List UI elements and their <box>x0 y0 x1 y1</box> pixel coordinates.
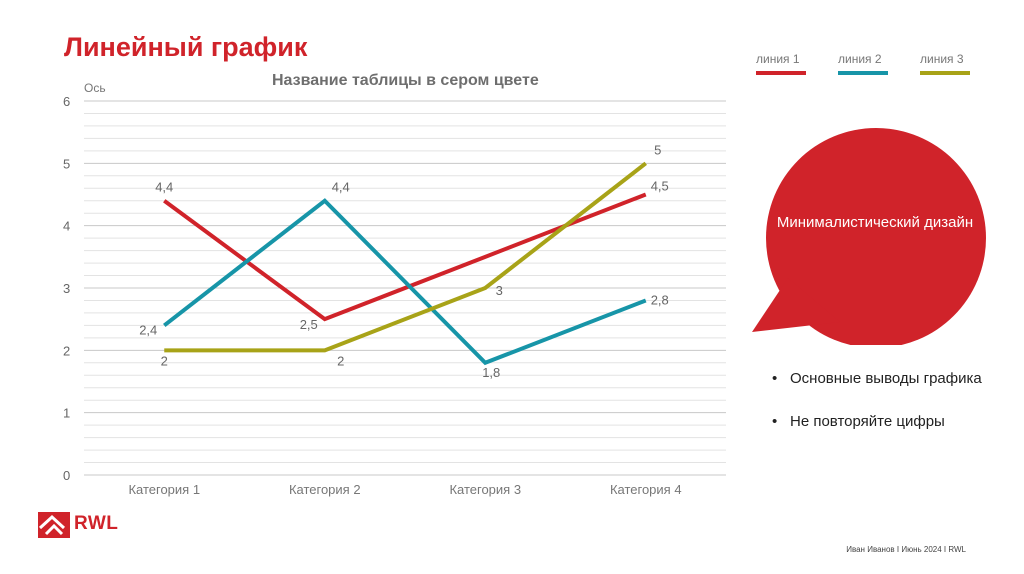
y-axis-label: Ось <box>84 81 106 95</box>
data-label: 5 <box>654 142 661 157</box>
y-tick-label: 3 <box>63 281 70 296</box>
x-tick-label: Категория 1 <box>128 482 200 497</box>
legend-item-2: линия 2 <box>838 52 888 75</box>
legend-label: линия 3 <box>920 52 964 66</box>
data-label: 2,5 <box>300 317 318 332</box>
speech-bubble-tail <box>752 278 840 332</box>
y-tick-label: 0 <box>63 468 70 483</box>
legend-label: линия 1 <box>756 52 800 66</box>
y-tick-label: 2 <box>63 343 70 358</box>
key-point: • Основные выводы графика <box>768 368 1008 389</box>
speech-bubble-body <box>766 128 986 345</box>
y-tick-label: 5 <box>63 156 70 171</box>
y-tick-label: 6 <box>63 94 70 109</box>
data-label: 2 <box>337 353 344 368</box>
key-point: • Не повторяйте цифры <box>768 411 1008 432</box>
legend-label: линия 2 <box>838 52 882 66</box>
legend-swatch <box>920 71 970 75</box>
data-label: 4,5 <box>651 179 669 194</box>
key-point-text: Основные выводы графика <box>790 370 982 387</box>
series-line-2 <box>163 198 647 366</box>
data-label: 2 <box>161 353 168 368</box>
key-point-text: Не повторяйте цифры <box>790 413 945 430</box>
rwl-logo: RWL <box>38 510 118 538</box>
x-tick-label: Категория 3 <box>449 482 521 497</box>
legend-item-1: линия 1 <box>756 52 806 75</box>
data-label: 2,4 <box>139 322 157 337</box>
data-label: 4,4 <box>332 180 350 195</box>
chart-title: Название таблицы в сером цвете <box>272 72 539 89</box>
x-tick-label: Категория 2 <box>289 482 361 497</box>
slide-title: Линейный график <box>64 32 308 62</box>
speech-bubble <box>752 128 986 345</box>
bullet-icon: • <box>772 413 778 430</box>
x-tick-label: Категория 4 <box>610 482 682 497</box>
chart-legend: линия 1 линия 2 линия 3 <box>756 52 970 75</box>
line-chart: 0 1 2 3 4 5 6 Ось Категория 1 Категория 2 Категори… <box>63 81 726 497</box>
legend-item-3: линия 3 <box>920 52 970 75</box>
bullet-icon: • <box>772 370 778 387</box>
logo-text: RWL <box>74 513 119 534</box>
data-label: 2,8 <box>651 292 669 307</box>
legend-swatch <box>838 71 888 75</box>
data-label: 1,8 <box>482 365 500 380</box>
speech-bubble-text: Минималистический дизайн <box>776 214 974 231</box>
y-tick-label: 1 <box>63 406 70 421</box>
data-label: 4,4 <box>155 180 173 195</box>
y-tick-label: 4 <box>63 219 70 234</box>
legend-swatch <box>756 71 806 75</box>
data-label: 3 <box>496 283 503 298</box>
key-points-list: • Основные выводы графика • Не повторяйте … <box>768 368 1008 454</box>
series-line-3 <box>164 161 647 353</box>
logo-roof-icon <box>38 512 70 538</box>
footer-credit: Иван Иванов I Июнь 2024 I RWL <box>846 545 966 554</box>
